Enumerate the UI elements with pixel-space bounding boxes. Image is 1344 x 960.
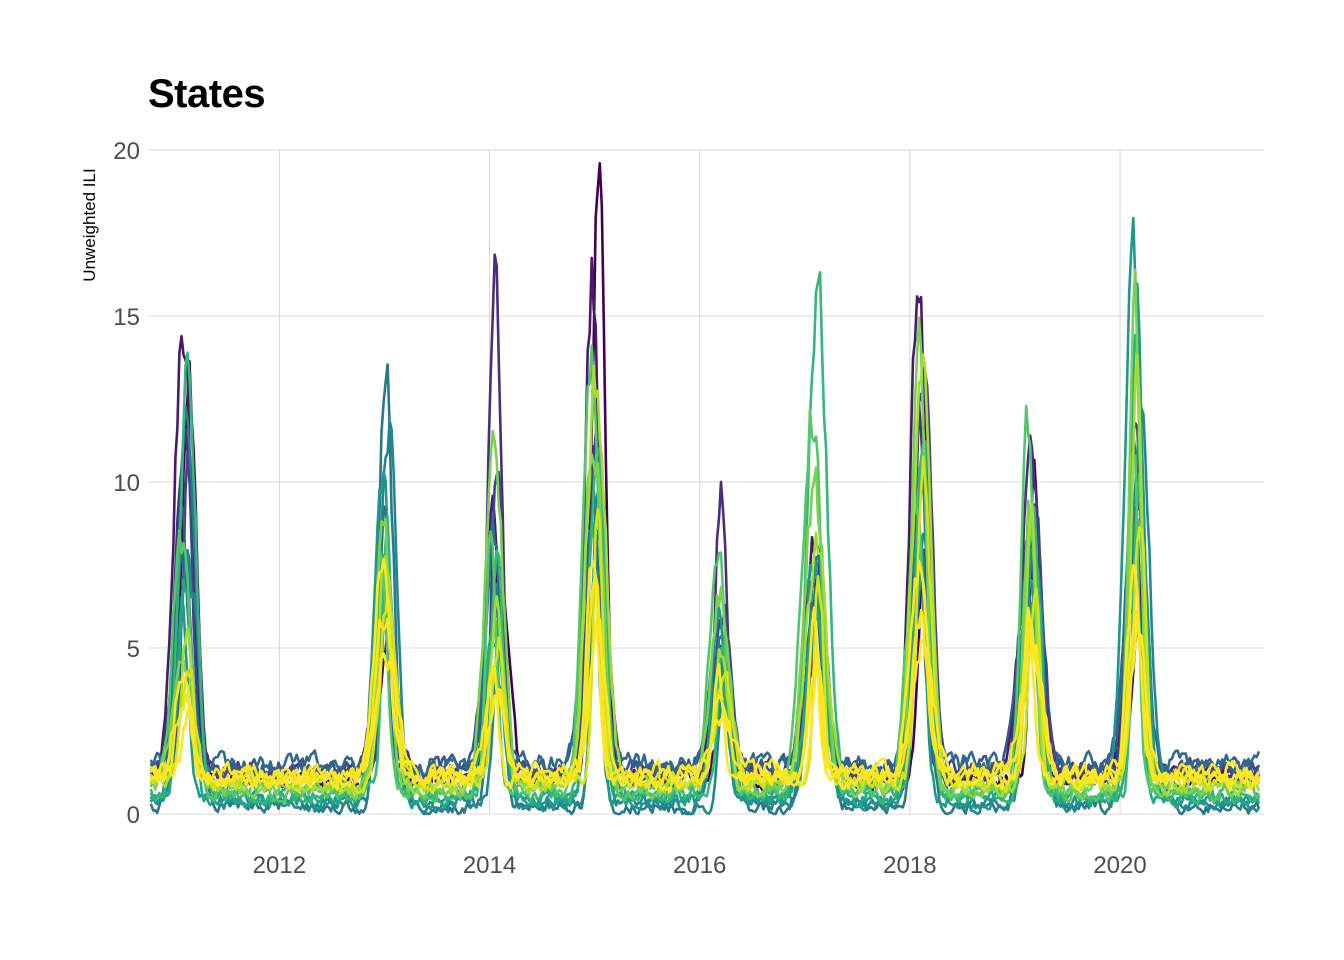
- x-tick-label: 2018: [883, 852, 936, 879]
- series-line-18: [149, 615, 1260, 787]
- x-tick-label: 2016: [673, 852, 726, 879]
- x-tick-label: 2014: [463, 852, 516, 879]
- series-layer: [149, 162, 1260, 816]
- x-tick-label: 2012: [253, 852, 306, 879]
- y-axis-title: Unweighted ILI: [80, 168, 99, 281]
- y-tick-label: 5: [127, 636, 140, 663]
- series-line-12: [149, 344, 1260, 804]
- series-line-8: [149, 406, 1260, 816]
- series-line-16: [149, 558, 1260, 793]
- y-tick-label: 10: [113, 470, 140, 497]
- chart-title: States: [148, 72, 266, 116]
- x-tick-label: 2020: [1093, 852, 1146, 879]
- axis-layer: Unweighted ILI 0 5 10 15 20 2012 2014 2016 2018 2…: [80, 138, 1147, 879]
- y-tick-label: 0: [127, 802, 140, 829]
- y-tick-label: 15: [113, 304, 140, 331]
- y-tick-label: 20: [113, 138, 140, 165]
